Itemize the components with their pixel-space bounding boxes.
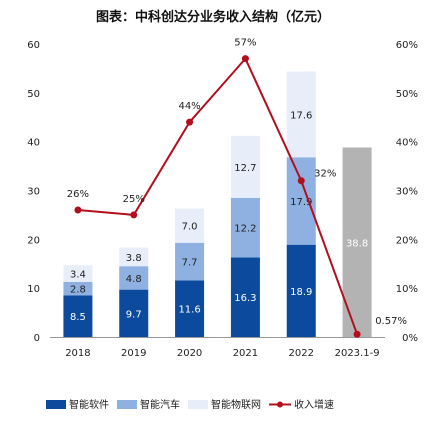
bar-data-label: 12.2 (234, 224, 256, 235)
bar-data-label: 7.7 (182, 258, 198, 269)
bar-segment-3 (230, 135, 260, 198)
bar-data-label: 38.8 (346, 238, 368, 249)
bar-data-label: 16.3 (234, 293, 256, 304)
growth-data-label: 0.57% (375, 316, 407, 327)
bar-segment-1 (63, 295, 93, 337)
left-axis-tick-label: 0 (34, 333, 40, 344)
bar-segment-2 (63, 281, 93, 296)
bar-segment-1 (230, 257, 260, 337)
bar-segment-2 (175, 242, 205, 281)
right-axis-tick-label: 0% (402, 333, 418, 344)
x-axis-tick-label: 2023.1-9 (335, 348, 380, 359)
bar-data-label: 3.4 (70, 270, 86, 281)
left-axis-tick-label: 30 (27, 187, 40, 198)
growth-data-label: 26% (67, 189, 89, 200)
legend-swatch-marker (277, 401, 283, 408)
growth-data-label: 44% (178, 101, 200, 112)
growth-data-label: 57% (234, 38, 256, 49)
x-axis-tick-label: 2018 (65, 348, 90, 359)
right-axis-tick-label: 40% (396, 138, 418, 149)
growth-point (297, 177, 305, 185)
legend-label: 智能物联网 (211, 398, 261, 411)
bar-segment-3 (286, 71, 316, 158)
bar-data-label: 2.8 (70, 285, 86, 296)
legend-swatch (188, 400, 208, 409)
bar-segment-3 (119, 247, 149, 267)
x-axis-tick-label: 2020 (177, 348, 202, 359)
x-axis-tick-label: 2019 (121, 348, 146, 359)
legend-swatch (46, 400, 66, 409)
bar-data-label: 4.8 (126, 274, 142, 285)
x-axis-tick-label: 2021 (233, 348, 258, 359)
right-axis-tick-label: 30% (396, 187, 418, 198)
growth-point (353, 330, 361, 338)
growth-data-label: 25% (123, 194, 145, 205)
right-axis-tick-label: 50% (396, 89, 418, 100)
bar-data-label: 11.6 (178, 305, 200, 316)
bar-segment-1 (175, 280, 205, 337)
bar-data-label: 7.0 (182, 222, 198, 233)
bar-data-label: 8.5 (70, 312, 86, 323)
bar-data-label: 3.8 (126, 253, 142, 264)
bar-data-label: 9.7 (126, 309, 142, 320)
right-axis-tick-label: 20% (396, 235, 418, 246)
bar-segment-2 (230, 197, 260, 258)
left-axis-tick-label: 40 (27, 138, 40, 149)
bar-segment-1 (286, 244, 316, 337)
bar-data-label: 17.6 (290, 110, 312, 121)
bar-segment-2 (286, 157, 316, 245)
growth-line (77, 56, 359, 335)
chart-title: 图表：中科创达分业务收入结构（亿元） (96, 9, 330, 25)
bar-segment-2 (119, 266, 149, 290)
left-axis-tick-label: 20 (27, 235, 40, 246)
legend-label: 收入增速 (294, 398, 334, 411)
left-axis-tick-label: 10 (27, 284, 40, 295)
left-axis-tick-label: 50 (27, 89, 40, 100)
growth-point (241, 55, 249, 63)
legend-label: 智能软件 (69, 398, 109, 411)
bar-segment-1 (119, 289, 149, 337)
growth-point (74, 206, 82, 214)
legend-label: 智能汽车 (140, 398, 180, 411)
plot-area: 0 10 20 30 40 50 60 0% 10% 20% 30% 40% 50% 60% 2018 201… (27, 38, 418, 411)
growth-point (186, 118, 194, 126)
bar-data-label: 12.7 (234, 163, 256, 174)
right-axis-tick-label: 60% (396, 40, 418, 51)
legend-swatch (117, 400, 137, 409)
left-axis-tick-label: 60 (27, 40, 40, 51)
x-axis-tick-label: 2022 (289, 348, 314, 359)
growth-point (130, 211, 138, 219)
growth-data-label: 32% (314, 169, 336, 180)
bar-data-label: 18.9 (290, 287, 312, 298)
bar-segment-3 (175, 208, 205, 243)
bar-data-label: 17.9 (290, 197, 312, 208)
bar-segment-3 (63, 265, 93, 282)
right-axis-tick-label: 10% (396, 284, 418, 295)
